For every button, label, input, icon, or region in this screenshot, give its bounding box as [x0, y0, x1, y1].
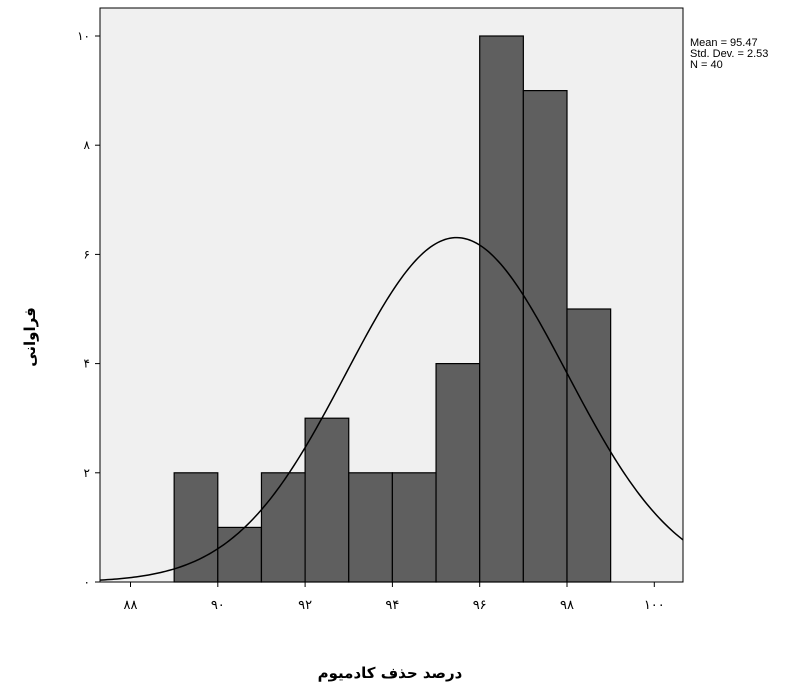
y-tick-label: ۰	[84, 575, 90, 589]
stats-std-dev: Std. Dev. = 2.53	[690, 48, 769, 60]
y-tick-label: ۸	[84, 138, 91, 152]
y-axis-label: فراوانی	[21, 307, 39, 367]
x-tick-label: ۹۲	[298, 598, 312, 613]
y-tick-label: ۴	[84, 357, 90, 371]
x-tick-label: ۹۸	[560, 598, 574, 613]
y-tick-label: ۱۰	[77, 29, 90, 43]
histogram-bar	[304, 417, 350, 583]
histogram-bar	[566, 308, 612, 583]
histogram-bar	[260, 472, 306, 583]
stats-box: Mean = 95.47 Std. Dev. = 2.53 N = 40	[690, 38, 768, 71]
x-axis-label: درصد حذف کادمیوم	[317, 664, 463, 682]
stats-mean: Mean = 95.47	[690, 37, 758, 49]
x-tick-label: ۸۸	[124, 598, 138, 613]
x-tick-label: ۹۶	[473, 598, 487, 613]
y-tick-label: ۶	[84, 247, 90, 261]
x-tick-label: ۱۰۰	[644, 598, 665, 613]
histogram-bar	[522, 89, 568, 583]
x-tick-label: ۹۰	[211, 598, 225, 613]
x-tick-label: ۹۴	[385, 598, 399, 613]
histogram-bar	[479, 35, 524, 583]
stats-n: N = 40	[690, 59, 723, 71]
y-tick-label: ۲	[84, 466, 90, 480]
histogram-bar	[435, 363, 481, 583]
histogram-bar	[217, 526, 263, 583]
normal-curve	[99, 236, 684, 581]
histogram-bar	[173, 472, 219, 583]
histogram-bar	[348, 472, 394, 583]
histogram-bar	[391, 472, 437, 583]
